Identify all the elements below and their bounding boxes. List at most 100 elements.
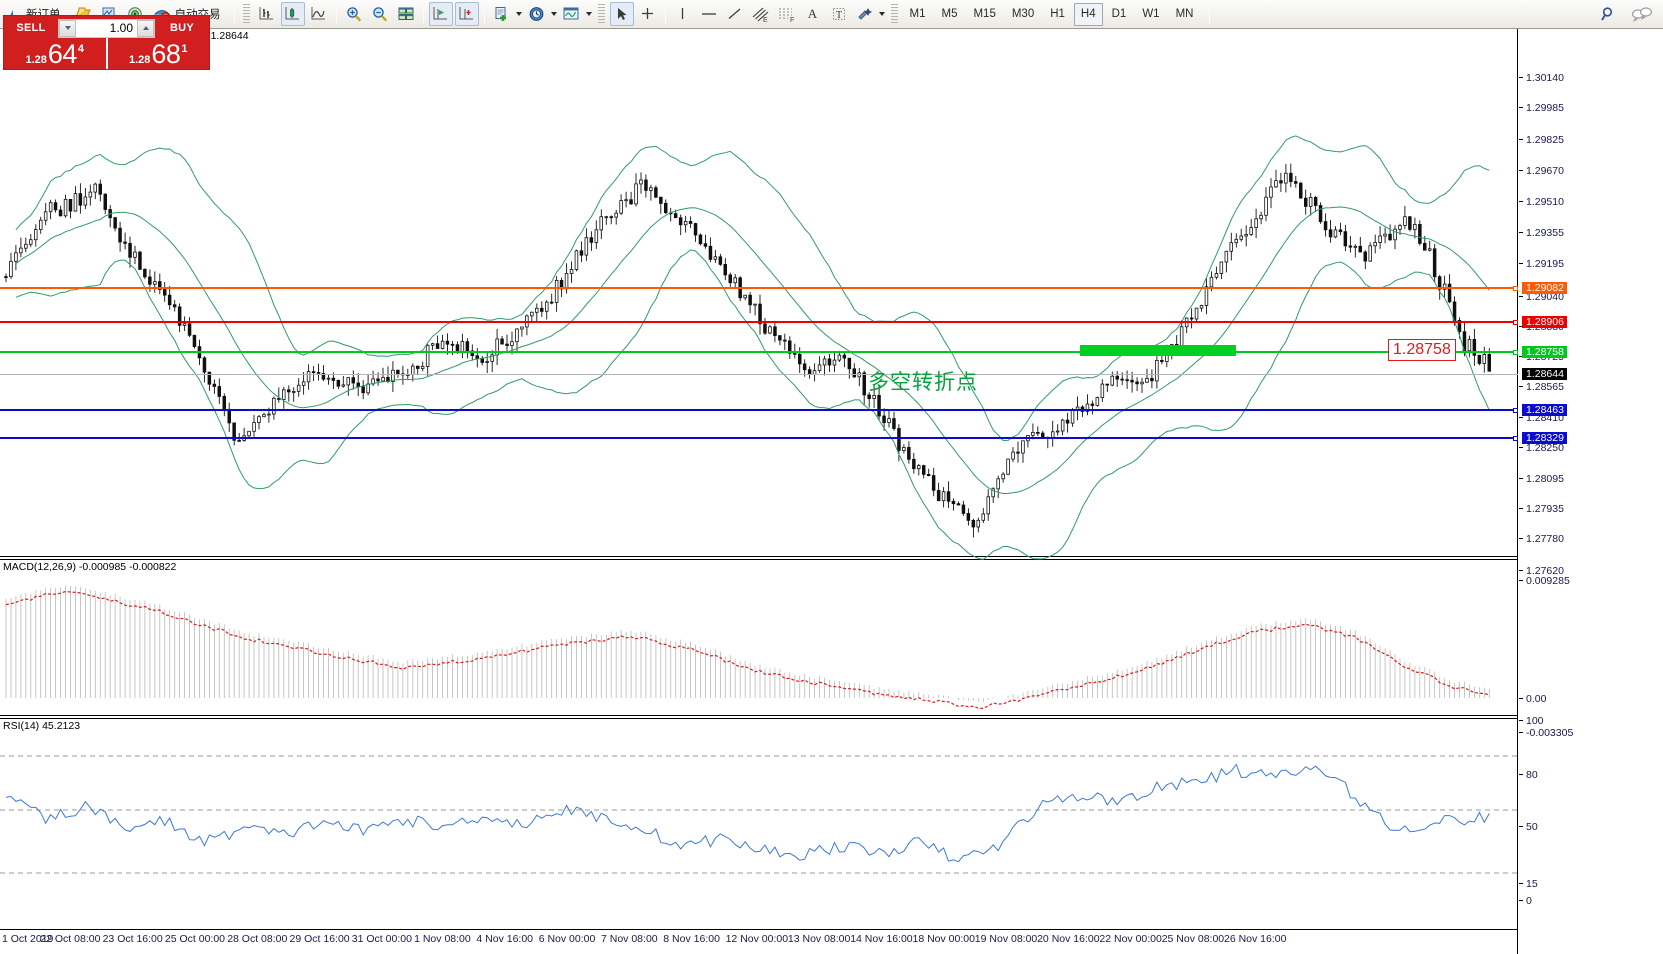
equidistant-channel-button[interactable]: E — [749, 2, 773, 26]
level-line-handle[interactable] — [1513, 350, 1518, 355]
volume-increment-button[interactable] — [137, 19, 154, 37]
tile-windows-icon — [398, 7, 413, 20]
chart-text-annotation[interactable]: 多空转折点 — [868, 370, 978, 394]
toolbar-divider — [483, 4, 485, 24]
price-tick-label: 1.29825 — [1526, 133, 1564, 146]
sell-price-display[interactable]: 1.28 64 4 — [4, 38, 106, 69]
price-tick: 1.29825 — [1519, 133, 1564, 146]
price-level-badge[interactable]: 1.28463 — [1522, 404, 1567, 416]
vertical-line-button[interactable] — [671, 2, 695, 26]
tile-windows-button[interactable] — [394, 2, 418, 26]
macd-axis-tick: 0.009285 — [1519, 575, 1570, 587]
level-line-handle[interactable] — [1513, 436, 1518, 441]
level-line-handle[interactable] — [1513, 320, 1518, 325]
volume-stepper[interactable]: 1.00 — [58, 18, 155, 38]
rsi-indicator-label: RSI(14) 45.2123 — [3, 720, 81, 732]
timeframe-m5-button[interactable]: M5 — [941, 8, 958, 20]
price-level-badge[interactable]: 1.28329 — [1522, 432, 1567, 444]
price-tick: 1.27620 — [1519, 565, 1564, 577]
svg-text:T: T — [836, 10, 842, 21]
period-dropdown[interactable] — [550, 12, 559, 16]
search-button[interactable] — [1594, 2, 1618, 26]
buy-button[interactable]: BUY — [169, 22, 195, 34]
price-scale[interactable]: 1.30140 1.29985 1.29825 1.29670 1.29510 1.293… — [1519, 29, 1663, 954]
level-line-handle[interactable] — [1513, 286, 1518, 291]
fibonacci-retracement-button[interactable]: F — [775, 2, 799, 26]
chat-button[interactable] — [1630, 2, 1654, 26]
time-axis[interactable]: 1 Oct 2019 22 Oct 08:00 23 Oct 16:00 25 Oct… — [0, 929, 1518, 954]
timeframe-h1-button[interactable]: H1 — [1050, 8, 1065, 20]
zoom-in-icon — [346, 6, 361, 21]
horizontal-line-button[interactable] — [697, 2, 721, 26]
pane-separator-macd-2 — [0, 559, 1518, 560]
zoom-out-icon — [372, 6, 387, 21]
indicators-dropdown[interactable] — [585, 12, 594, 16]
search-icon — [1600, 6, 1612, 20]
chart-plot-frame[interactable]: GBPUSD,H4 1.28669 1.28686 1.28591 1.2864… — [0, 29, 1518, 954]
price-callout-label[interactable]: 1.28758 — [1388, 339, 1456, 361]
cursor-button[interactable] — [609, 2, 634, 26]
price-level-badge[interactable]: 1.28758 — [1522, 346, 1567, 358]
level-line-stroke — [0, 373, 1518, 375]
bar-chart-button[interactable] — [255, 2, 279, 26]
trendline-icon — [728, 8, 740, 19]
timeframe-w1-button[interactable]: W1 — [1142, 8, 1160, 20]
indicators-button[interactable] — [560, 2, 584, 26]
zoom-out-button[interactable] — [368, 2, 392, 26]
buy-price-prefix: 1.28 — [128, 54, 151, 66]
timeframe-m1-button[interactable]: M1 — [909, 8, 926, 20]
period-button[interactable] — [525, 2, 549, 26]
tick-dash — [1519, 107, 1523, 108]
price-level-badge[interactable]: 1.28906 — [1522, 316, 1567, 328]
support-zone-rectangle[interactable] — [1080, 345, 1236, 356]
chart-shift-button[interactable] — [428, 2, 453, 26]
timeframe-mn-button[interactable]: MN — [1175, 8, 1194, 20]
timeframe-d1-button[interactable]: D1 — [1111, 8, 1127, 20]
sell-button[interactable]: SELL — [16, 22, 46, 34]
time-axis-label: 19 Nov 08:00 — [974, 933, 1038, 945]
timeframe-m15-button[interactable]: M15 — [973, 8, 996, 20]
level-line-handle[interactable] — [1513, 408, 1518, 413]
drawing-tools-button[interactable] — [853, 2, 877, 26]
trade-panel-price-row: 1.28 64 4 1.28 68 1 — [4, 38, 209, 69]
crosshair-button[interactable] — [636, 2, 660, 26]
price-level-badge[interactable]: 1.29082 — [1522, 282, 1567, 294]
time-axis-label: 25 Nov 08:00 — [1161, 933, 1225, 945]
drawing-tools-dropdown[interactable] — [878, 12, 887, 16]
timeframe-m30-button[interactable]: M30 — [1011, 8, 1035, 20]
volume-input[interactable]: 1.00 — [76, 19, 137, 37]
pane-separator-rsi-2 — [0, 718, 1518, 719]
tick-dash — [1519, 170, 1523, 171]
price-level-badge[interactable]: 1.28644 — [1522, 368, 1567, 380]
level-line-stroke — [0, 437, 1518, 439]
macd-axis-label: 0.00 — [1526, 692, 1547, 705]
level-line-stroke — [0, 321, 1518, 323]
timeframe-h4-button[interactable]: H4 — [1073, 2, 1103, 26]
tick-dash — [1519, 883, 1523, 884]
vertical-line-icon — [681, 8, 684, 19]
buy-price-display[interactable]: 1.28 68 1 — [108, 38, 210, 69]
toolbar-grip[interactable] — [242, 3, 250, 25]
time-axis-label: 22 Nov 00:00 — [1099, 933, 1162, 945]
trendline-button[interactable] — [723, 2, 747, 26]
auto-scroll-button[interactable] — [454, 2, 479, 26]
new-chart-dropdown[interactable] — [515, 12, 524, 16]
candlestick-chart-button[interactable] — [280, 2, 305, 26]
tick-dash — [1519, 386, 1523, 387]
text-label-button[interactable]: T — [827, 2, 851, 26]
volume-decrement-button[interactable] — [59, 19, 76, 37]
text-button[interactable]: A — [801, 2, 825, 26]
toolbar-grip[interactable] — [890, 3, 898, 25]
price-tick: 1.28565 — [1519, 381, 1564, 393]
line-chart-button[interactable] — [307, 2, 331, 26]
one-click-trading-panel[interactable]: SELL 1.00 BUY 1.28 64 4 1.28 68 1 — [4, 16, 209, 69]
toolbar-grip[interactable] — [597, 3, 605, 25]
tick-dash — [1519, 232, 1523, 233]
time-axis-label: 4 Nov 16:00 — [476, 933, 534, 945]
price-tick-label: 1.29355 — [1526, 226, 1564, 239]
zoom-in-button[interactable] — [342, 2, 366, 26]
chart-area[interactable]: GBPUSD,H4 1.28669 1.28686 1.28591 1.2864… — [0, 29, 1663, 954]
main-toolbar: 新订单 自动交易 — [0, 0, 1663, 29]
new-chart-button[interactable] — [490, 2, 514, 26]
tick-dash — [1519, 538, 1523, 539]
